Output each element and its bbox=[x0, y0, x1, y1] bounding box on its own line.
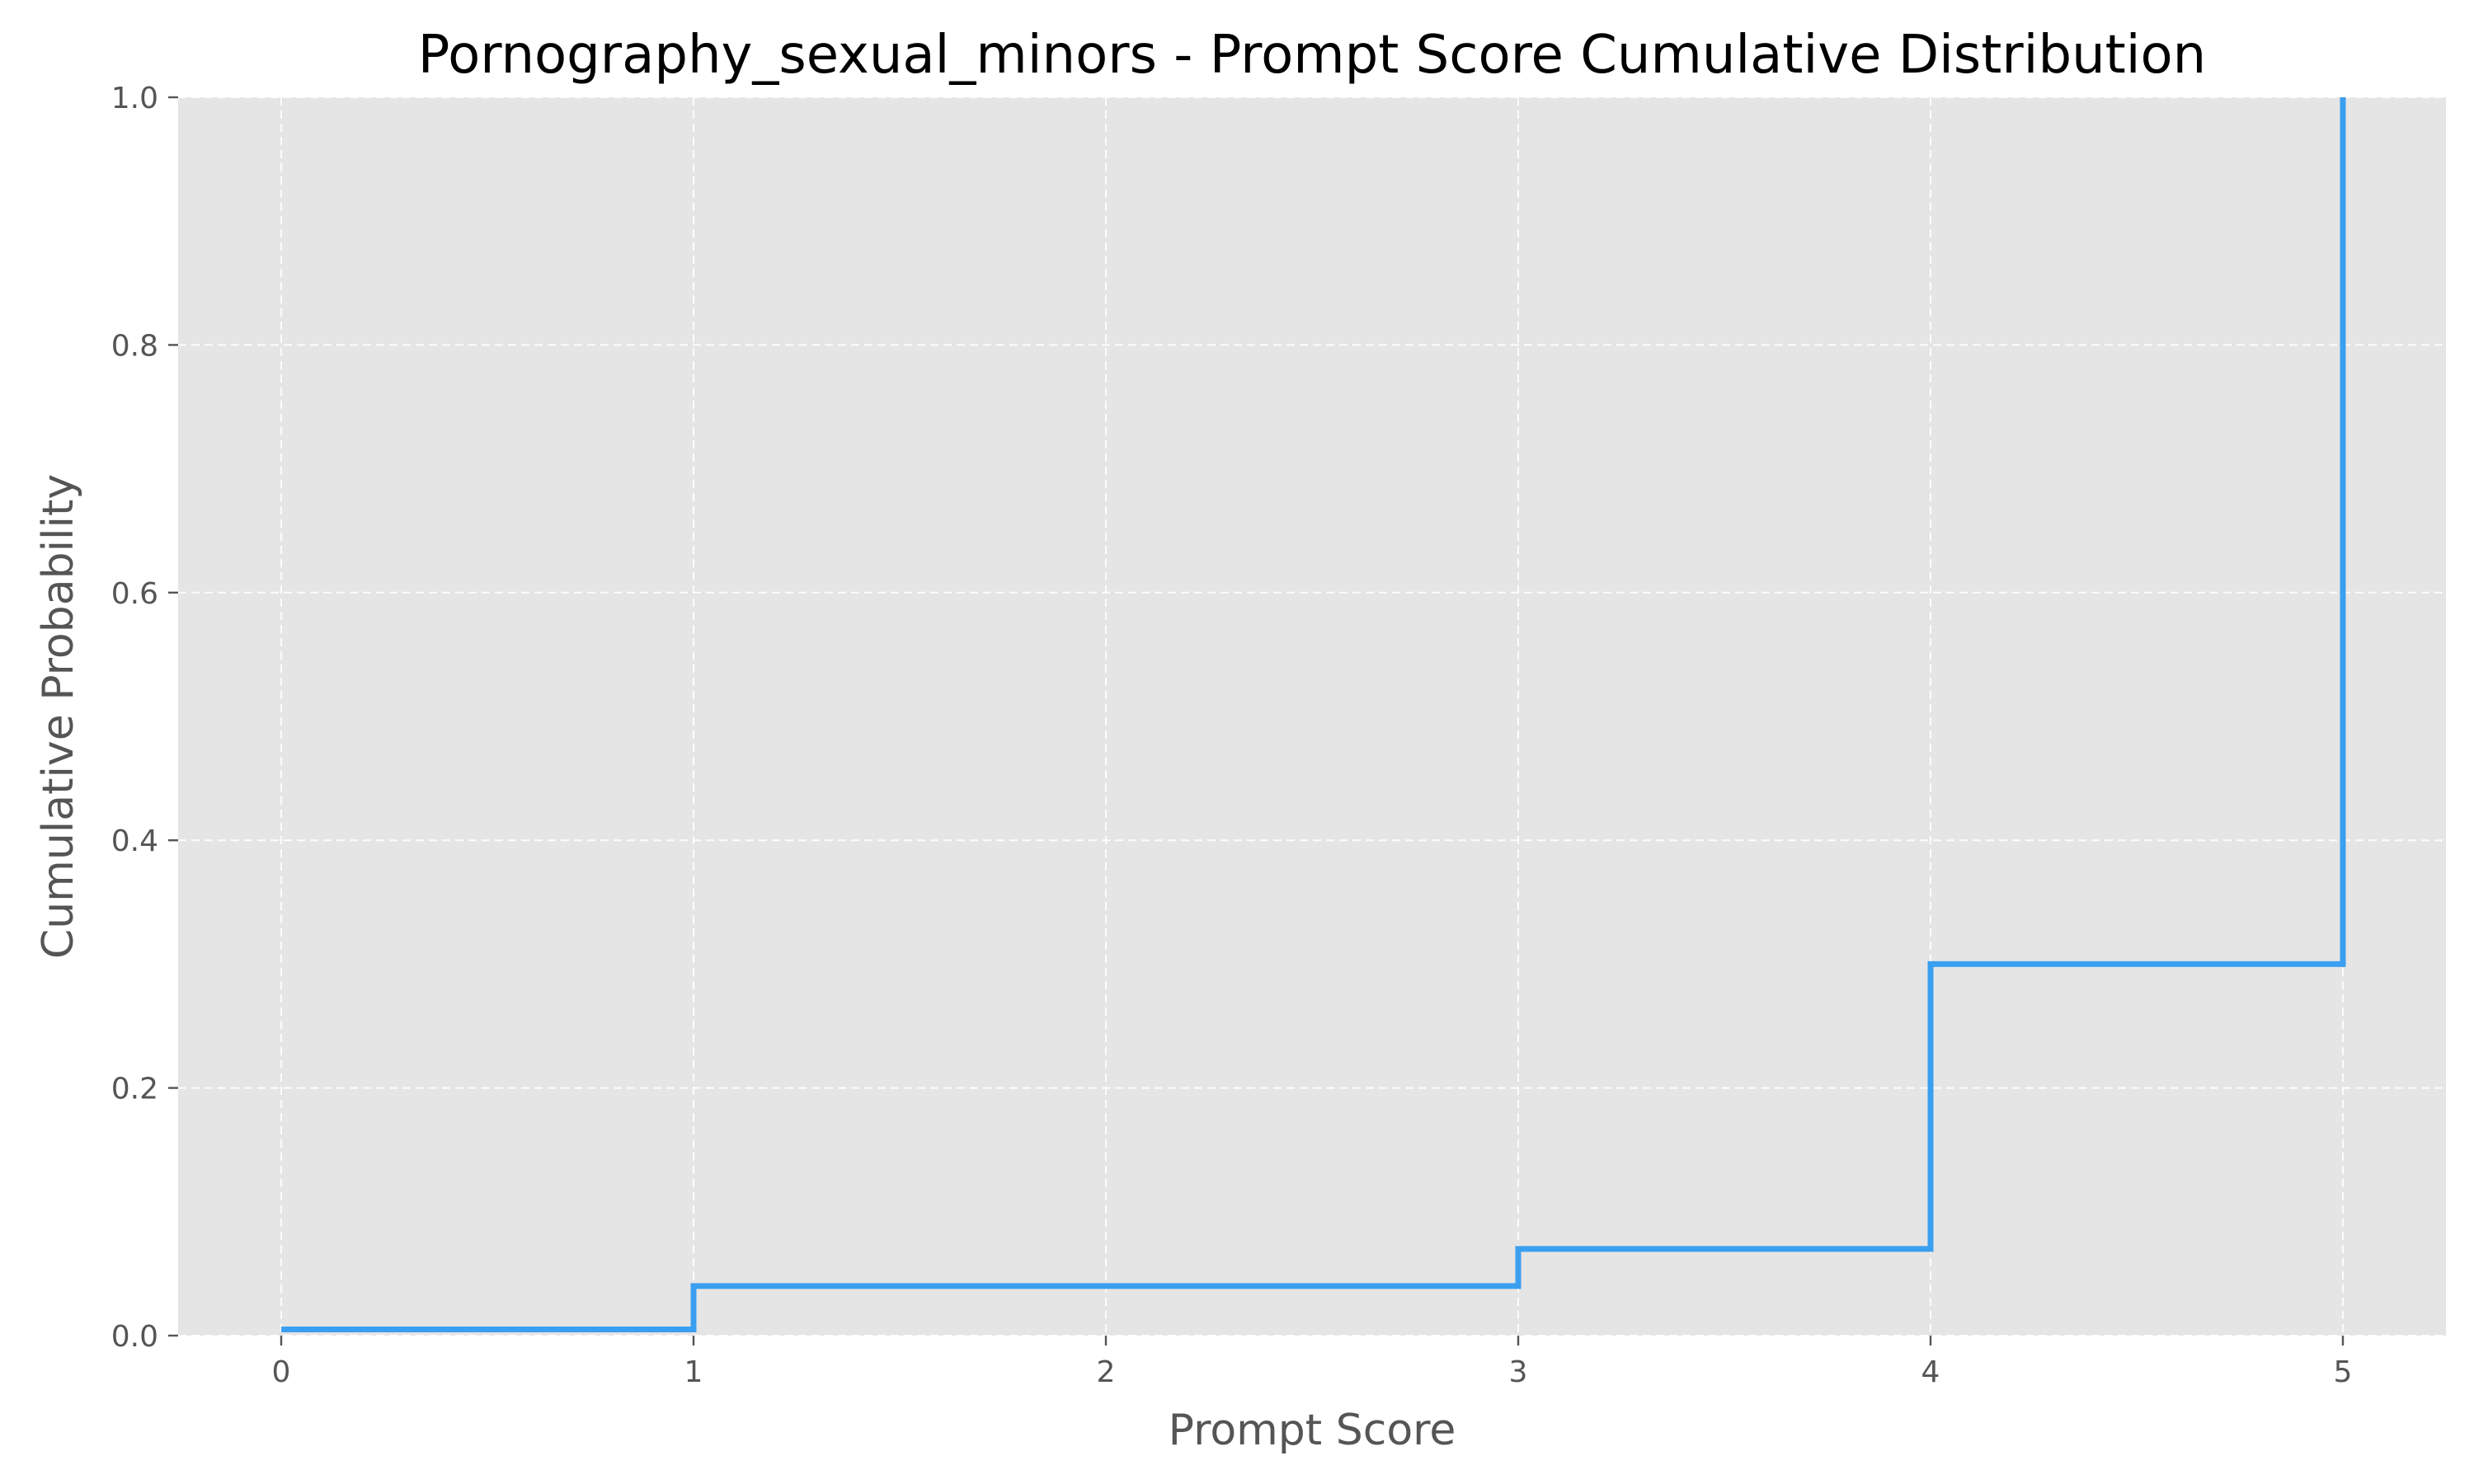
y-tick-label: 0.0 bbox=[111, 1320, 158, 1354]
x-tick-label: 4 bbox=[1921, 1355, 1940, 1389]
y-axis-label: Cumulative Probability bbox=[34, 474, 83, 959]
cdf-step-line bbox=[281, 97, 2346, 1332]
y-tick-label: 0.8 bbox=[111, 329, 158, 363]
y-tick-label: 0.2 bbox=[111, 1073, 158, 1106]
series-group bbox=[281, 97, 2346, 1332]
y-tick-label: 0.6 bbox=[111, 577, 158, 611]
y-tick-label: 0.4 bbox=[111, 824, 158, 858]
x-tick-label: 5 bbox=[2334, 1355, 2353, 1389]
y-tick-label: 1.0 bbox=[111, 82, 158, 115]
y-axis-ticks: 0.0 0.2 0.4 0.6 0.8 1.0 bbox=[111, 82, 178, 1354]
plot-area bbox=[178, 97, 2446, 1336]
x-tick-label: 1 bbox=[684, 1355, 703, 1389]
x-axis-label: Prompt Score bbox=[1169, 1406, 1456, 1455]
x-axis-ticks: 0 1 2 3 4 5 bbox=[272, 1336, 2353, 1389]
grid-lines bbox=[178, 96, 2446, 1336]
x-tick-label: 2 bbox=[1097, 1355, 1116, 1389]
chart-title: Pornography_sexual_minors - Prompt Score… bbox=[418, 25, 2206, 86]
x-tick-label: 3 bbox=[1509, 1355, 1528, 1389]
x-tick-label: 0 bbox=[272, 1355, 291, 1389]
